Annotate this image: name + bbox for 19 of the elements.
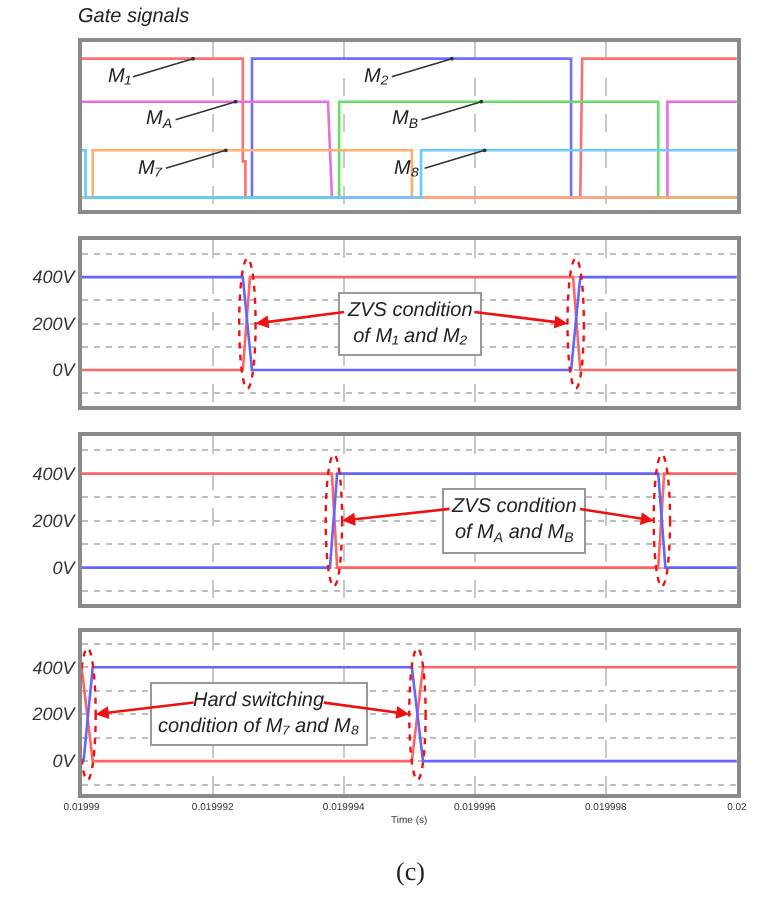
series-label: M₂: [364, 66, 389, 88]
y-tick-label: 0V: [52, 557, 77, 578]
y-tick-label: 400V: [32, 463, 77, 484]
annotation: ZVS condition of M$_{A}$ and M$_{B}$: [450, 496, 578, 547]
series-label: M$_{B}$: [392, 108, 419, 133]
series-label: M₁: [108, 66, 131, 88]
y-tick-label: 400V: [32, 657, 77, 678]
text: (c): [396, 856, 425, 886]
y-tick-label: 0V: [52, 751, 77, 772]
y-tick-label: 200V: [30, 704, 77, 725]
annotation: Hard switching condition of M₇ and M₈: [158, 690, 360, 738]
y-tick-label: 200V: [30, 313, 77, 334]
series-label: M$_{A}$: [146, 108, 173, 133]
y-tick-label: 0V: [52, 360, 77, 381]
chart-title: Gate signals: [78, 6, 190, 28]
y-tick-label: 400V: [32, 267, 77, 288]
series-label: M₇: [138, 158, 163, 180]
annotation: ZVS condition of M₁ and M₂: [346, 300, 474, 348]
y-tick-label: 200V: [30, 510, 77, 531]
